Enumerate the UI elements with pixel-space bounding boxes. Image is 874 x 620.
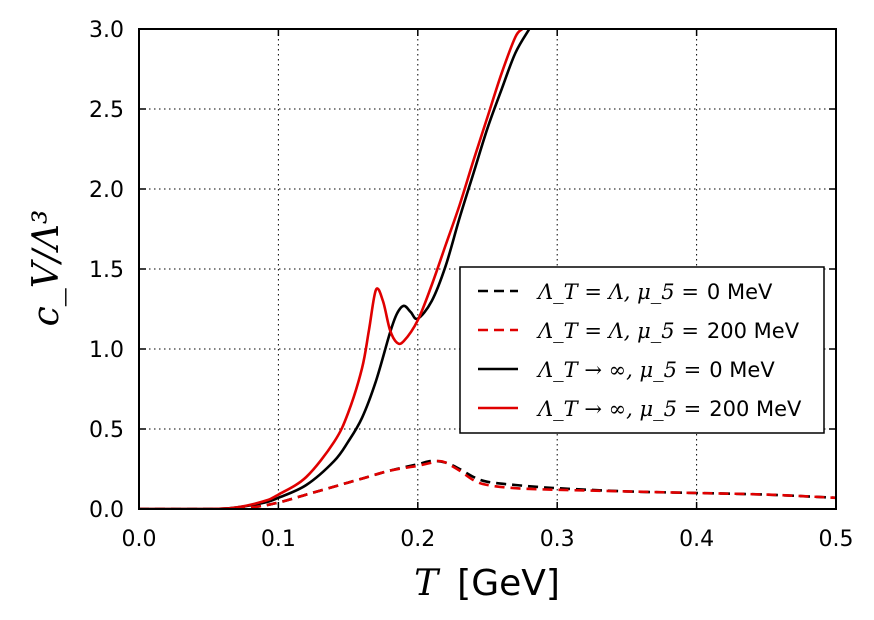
series-line-3 <box>139 29 531 509</box>
x-tick-label: 0.1 <box>261 527 296 552</box>
y-tick-label: 2.0 <box>89 178 124 203</box>
series-line-2 <box>139 459 836 509</box>
y-tick-label: 1.5 <box>89 258 124 283</box>
legend: Λ_T = Λ, μ_5 = 0 MeV Λ_T = Λ, μ_5 = 200 MeV… <box>459 266 825 434</box>
y-tick-label: 0.0 <box>89 498 124 523</box>
x-tick-label: 0.4 <box>679 527 714 552</box>
y-tick-label: 0.5 <box>89 418 124 443</box>
legend-label-3: Λ_T → ∞, μ_5 = 0 MeV <box>536 358 775 382</box>
legend-label-2: Λ_T = Λ, μ_5 = 200 MeV <box>536 319 800 343</box>
y-tick-label: 2.5 <box>89 98 124 123</box>
x-tick-label: 0.5 <box>819 527 854 552</box>
x-tick-label: 0.0 <box>122 527 157 552</box>
legend-label-1: Λ_T = Λ, μ_5 = 0 MeV <box>536 280 773 304</box>
y-tick-label: 3.0 <box>89 18 124 43</box>
legend-label-4: Λ_T → ∞, μ_5 = 200 MeV <box>536 397 802 421</box>
series-lines <box>139 29 836 509</box>
y-tick-label: 1.0 <box>89 338 124 363</box>
x-tick-label: 0.3 <box>540 527 575 552</box>
axis-ticks: 0.0 0.1 0.2 0.3 0.4 0.5 0.0 0.5 1.0 1.5 2.0 2.5 3.0 <box>89 18 854 552</box>
x-axis-label: T [GeV] <box>414 563 560 604</box>
series-line-4 <box>139 29 524 509</box>
x-tick-label: 0.2 <box>400 527 435 552</box>
y-axis-label: c_V/Λ³ <box>26 210 67 327</box>
legend-box <box>459 266 825 434</box>
